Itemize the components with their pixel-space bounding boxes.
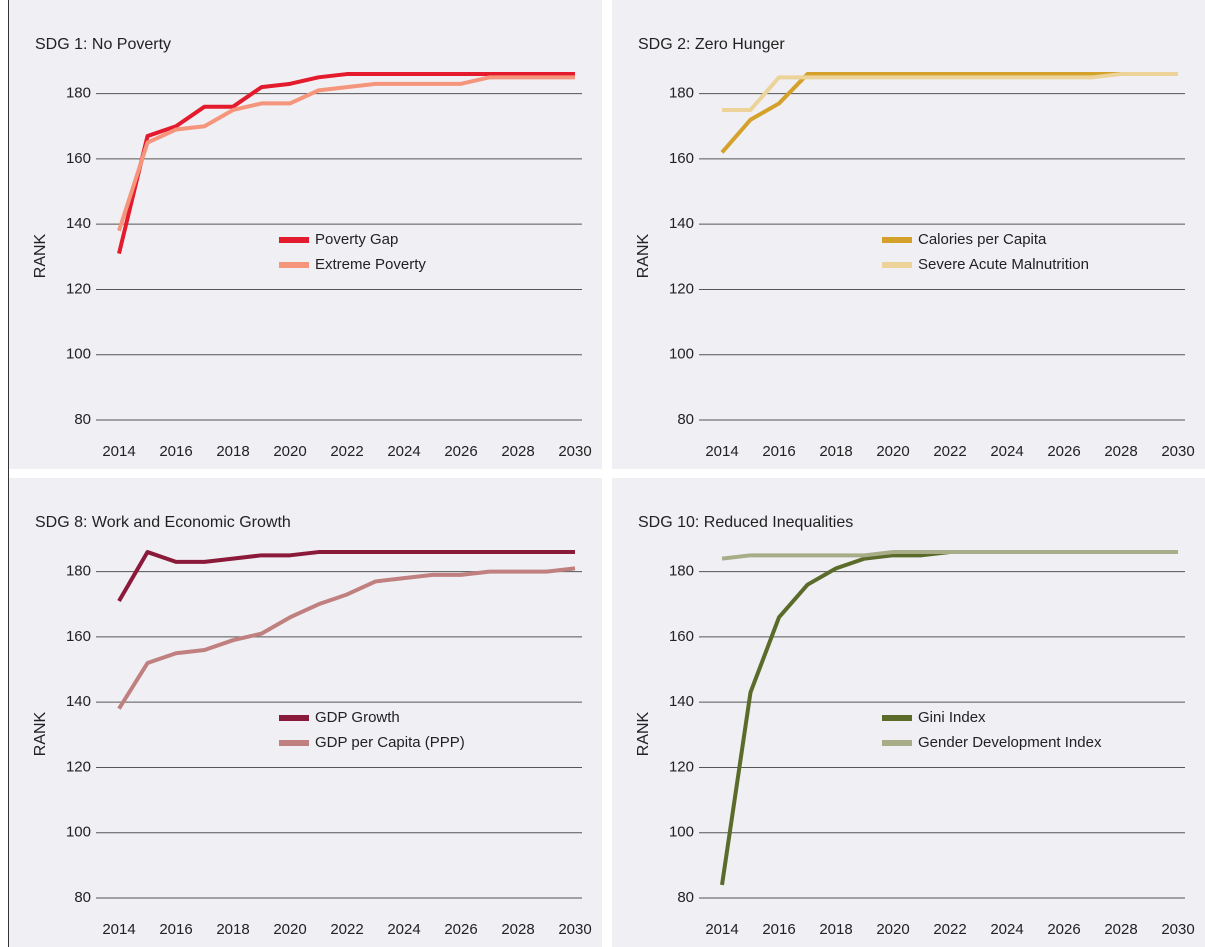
y-tick-label: 120 — [66, 280, 91, 297]
y-axis-label: RANK — [32, 711, 49, 756]
x-tick-label: 2024 — [990, 443, 1023, 460]
x-tick-label: 2018 — [819, 443, 852, 460]
legend-label: Gini Index — [918, 709, 986, 726]
x-tick-label: 2028 — [1104, 443, 1137, 460]
x-tick-label: 2014 — [102, 443, 135, 460]
x-tick-label: 2028 — [1104, 921, 1137, 938]
legend-label: Extreme Poverty — [315, 256, 426, 273]
chart-title: SDG 1: No Poverty — [35, 36, 171, 53]
y-tick-label: 140 — [669, 215, 694, 232]
x-tick-label: 2016 — [159, 921, 192, 938]
y-axis-label: RANK — [635, 711, 652, 756]
series-line — [721, 550, 1178, 561]
x-tick-label: 2020 — [273, 921, 306, 938]
chart-title: SDG 8: Work and Economic Growth — [35, 514, 291, 531]
series-line — [117, 566, 576, 710]
y-tick-label: 120 — [669, 280, 694, 297]
legend-label: GDP Growth — [315, 709, 400, 726]
chart-panel: SDG 8: Work and Economic Growth RANK 80 100… — [9, 478, 602, 947]
chart-panel: SDG 10: Reduced Inequalities RANK 80 100 120… — [612, 478, 1205, 947]
legend-label: Poverty Gap — [315, 231, 398, 248]
y-tick-label: 120 — [66, 758, 91, 775]
x-tick-label: 2026 — [444, 443, 477, 460]
y-tick-label: 180 — [66, 85, 91, 102]
x-tick-label: 2024 — [990, 921, 1023, 938]
x-tick-label: 2024 — [387, 443, 420, 460]
x-tick-label: 2018 — [216, 921, 249, 938]
x-tick-label: 2018 — [216, 443, 249, 460]
x-tick-label: 2020 — [273, 443, 306, 460]
y-tick-label: 100 — [66, 346, 91, 363]
x-tick-label: 2014 — [705, 921, 738, 938]
y-axis-label: RANK — [635, 233, 652, 278]
y-tick-label: 80 — [677, 889, 694, 906]
chart-title: SDG 2: Zero Hunger — [638, 36, 785, 53]
y-tick-label: 140 — [66, 215, 91, 232]
y-tick-label: 80 — [74, 411, 91, 428]
y-tick-label: 160 — [669, 150, 694, 167]
legend-label: Calories per Capita — [918, 231, 1047, 248]
chart-title: SDG 10: Reduced Inequalities — [638, 514, 853, 531]
x-tick-label: 2020 — [876, 443, 909, 460]
x-tick-label: 2016 — [159, 443, 192, 460]
y-tick-label: 100 — [66, 824, 91, 841]
panel-background — [9, 0, 602, 469]
x-tick-label: 2028 — [501, 921, 534, 938]
chart-panel: SDG 2: Zero Hunger RANK 80 100 120 140 160 180 2… — [612, 0, 1205, 469]
y-tick-label: 100 — [669, 824, 694, 841]
y-tick-label: 180 — [66, 563, 91, 580]
panel-background — [612, 478, 1205, 947]
chart-panel: SDG 1: No Poverty RANK 80 100 120 140 160 180 20… — [9, 0, 602, 469]
x-tick-label: 2022 — [330, 443, 363, 460]
x-tick-label: 2030 — [1161, 443, 1194, 460]
legend-label: Severe Acute Malnutrition — [918, 256, 1089, 273]
y-tick-label: 120 — [669, 758, 694, 775]
y-tick-label: 80 — [677, 411, 694, 428]
x-tick-label: 2016 — [762, 443, 795, 460]
x-tick-label: 2030 — [1161, 921, 1194, 938]
series-line — [117, 75, 575, 232]
x-tick-label: 2014 — [102, 921, 135, 938]
x-tick-label: 2030 — [558, 921, 591, 938]
y-tick-label: 140 — [66, 693, 91, 710]
x-tick-label: 2026 — [1047, 921, 1080, 938]
y-tick-label: 160 — [66, 150, 91, 167]
legend-label: Gender Development Index — [918, 734, 1102, 751]
y-tick-label: 100 — [669, 346, 694, 363]
series-line — [117, 72, 575, 255]
x-tick-label: 2024 — [387, 921, 420, 938]
y-axis-label: RANK — [32, 233, 49, 278]
x-tick-label: 2020 — [876, 921, 909, 938]
y-tick-label: 160 — [669, 628, 694, 645]
x-tick-label: 2030 — [558, 443, 591, 460]
series-line — [722, 72, 1178, 112]
x-tick-label: 2018 — [819, 921, 852, 938]
x-tick-label: 2026 — [1047, 443, 1080, 460]
x-tick-label: 2026 — [444, 921, 477, 938]
y-tick-label: 80 — [74, 889, 91, 906]
x-tick-label: 2028 — [501, 443, 534, 460]
panel-background — [9, 478, 602, 947]
x-tick-label: 2022 — [933, 921, 966, 938]
x-tick-label: 2022 — [330, 921, 363, 938]
y-tick-label: 180 — [669, 85, 694, 102]
y-tick-label: 180 — [669, 563, 694, 580]
x-tick-label: 2014 — [705, 443, 738, 460]
panel-background — [612, 0, 1205, 469]
series-line — [117, 550, 575, 603]
series-line — [720, 72, 1178, 154]
y-tick-label: 160 — [66, 628, 91, 645]
legend-label: GDP per Capita (PPP) — [315, 734, 465, 751]
x-tick-label: 2016 — [762, 921, 795, 938]
x-tick-label: 2022 — [933, 443, 966, 460]
y-tick-label: 140 — [669, 693, 694, 710]
